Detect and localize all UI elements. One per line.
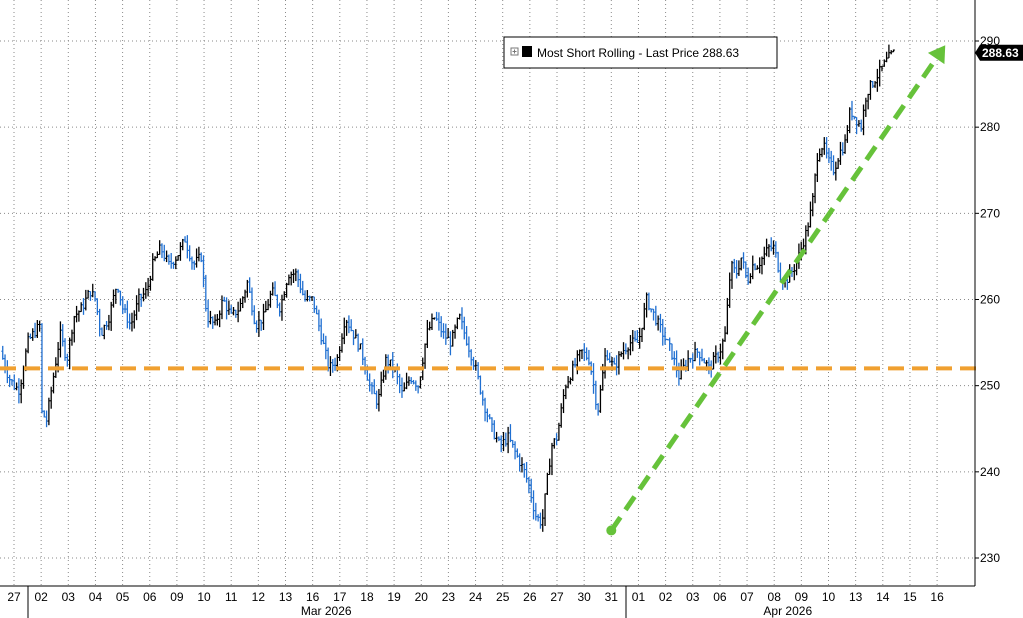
x-tick-label-20: 27 bbox=[550, 590, 564, 604]
legend-swatch bbox=[522, 46, 532, 57]
x-tick-label-10: 13 bbox=[279, 590, 293, 604]
x-tick-label-6: 09 bbox=[170, 590, 184, 604]
x-tick-label-28: 08 bbox=[768, 590, 782, 604]
trend-arrow-start-dot bbox=[606, 525, 617, 536]
y-tick-label-4: 270 bbox=[980, 206, 1000, 220]
x-tick-label-30: 10 bbox=[822, 590, 836, 604]
x-tick-label-14: 19 bbox=[387, 590, 401, 604]
x-tick-label-21: 30 bbox=[577, 590, 591, 604]
x-tick-label-8: 11 bbox=[225, 590, 238, 604]
x-tick-label-31: 13 bbox=[849, 590, 863, 604]
x-tick-label-5: 06 bbox=[143, 590, 157, 604]
x-tick-label-3: 04 bbox=[89, 590, 103, 604]
y-axis-ticks: 230 240 250 260 270 280 290 bbox=[975, 34, 1000, 565]
month-labels: Mar 2026 Apr 2026 bbox=[301, 604, 813, 618]
axes bbox=[0, 0, 976, 618]
x-tick-label-33: 15 bbox=[903, 590, 917, 604]
x-tick-label-2: 03 bbox=[62, 590, 76, 604]
y-tick-label-1: 240 bbox=[980, 465, 1000, 479]
x-tick-label-1: 02 bbox=[34, 590, 48, 604]
x-tick-label-32: 14 bbox=[876, 590, 890, 604]
legend-label: Most Short Rolling - Last Price 288.63 bbox=[537, 46, 739, 60]
x-tick-label-26: 06 bbox=[713, 590, 727, 604]
ohlc-bar-386 bbox=[892, 49, 896, 53]
x-tick-label-16: 23 bbox=[442, 590, 456, 604]
last-price-label-text: 288.63 bbox=[982, 46, 1019, 60]
x-tick-label-19: 26 bbox=[523, 590, 537, 604]
price-bars bbox=[1, 44, 896, 532]
x-tick-label-23: 01 bbox=[632, 590, 646, 604]
legend[interactable]: Most Short Rolling - Last Price 288.63 bbox=[503, 36, 778, 69]
x-tick-label-9: 12 bbox=[252, 590, 266, 604]
y-tick-label-6: 290 bbox=[980, 34, 1000, 48]
x-tick-label-29: 09 bbox=[795, 590, 809, 604]
trend-arrow-shaft bbox=[609, 57, 939, 532]
month-label-1: Apr 2026 bbox=[763, 604, 812, 618]
x-tick-label-15: 20 bbox=[415, 590, 429, 604]
y-tick-label-0: 230 bbox=[980, 551, 1000, 565]
x-tick-label-4: 05 bbox=[116, 590, 130, 604]
x-tick-label-0: 27 bbox=[7, 590, 21, 604]
x-tick-label-17: 24 bbox=[469, 590, 483, 604]
y-tick-label-5: 280 bbox=[980, 120, 1000, 134]
x-tick-label-18: 25 bbox=[496, 590, 510, 604]
last-price-label-background bbox=[975, 44, 1023, 61]
month-label-0: Mar 2026 bbox=[301, 604, 352, 618]
x-tick-label-12: 17 bbox=[333, 590, 347, 604]
legend-box bbox=[503, 36, 778, 69]
x-tick-label-13: 18 bbox=[360, 590, 374, 604]
trend-arrow bbox=[606, 45, 946, 536]
y-tick-label-2: 250 bbox=[980, 379, 1000, 393]
x-tick-label-22: 31 bbox=[605, 590, 619, 604]
y-tick-label-3: 260 bbox=[980, 293, 1000, 307]
x-tick-label-27: 07 bbox=[740, 590, 754, 604]
x-tick-label-25: 03 bbox=[686, 590, 700, 604]
last-price-label: 288.63 bbox=[975, 44, 1023, 61]
trend-arrow-head bbox=[927, 45, 946, 65]
x-tick-label-34: 16 bbox=[930, 590, 944, 604]
x-tick-label-11: 16 bbox=[306, 590, 320, 604]
x-tick-label-24: 02 bbox=[659, 590, 673, 604]
x-tick-label-7: 10 bbox=[197, 590, 211, 604]
x-axis-ticks: 27 02 03 04 05 06 09 10 11 12 13 16 17 18 19 20 23 24 25 26… bbox=[7, 590, 944, 604]
